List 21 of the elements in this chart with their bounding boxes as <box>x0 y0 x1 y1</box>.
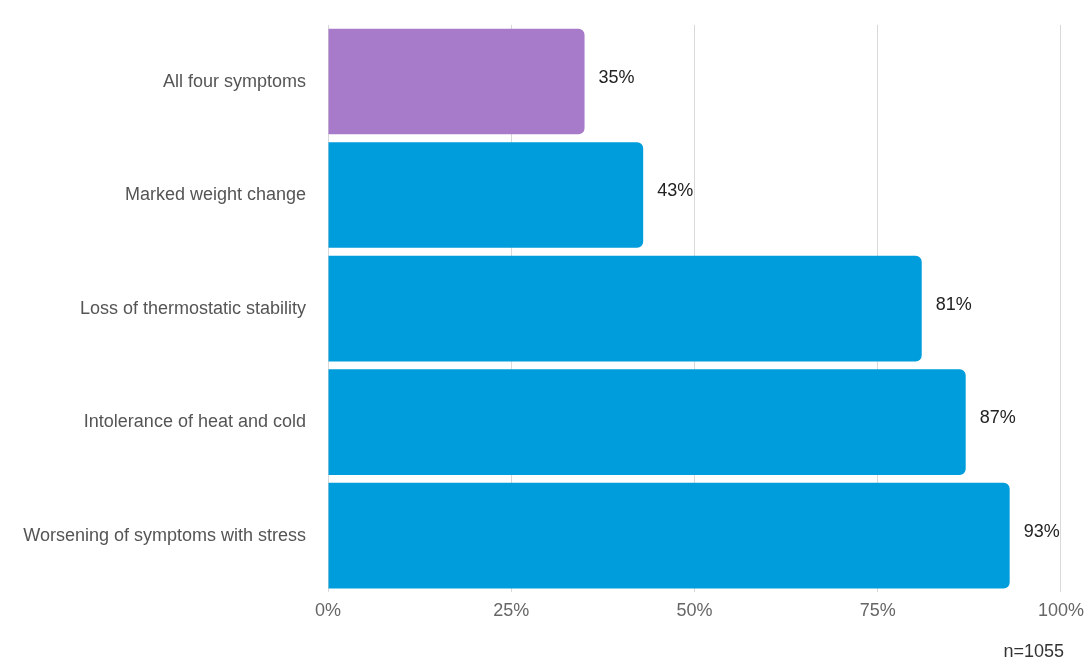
data-label: 87% <box>979 407 1016 428</box>
x-tick-label: 50% <box>676 600 713 621</box>
x-tick-label: 100% <box>1037 600 1084 621</box>
data-label: 93% <box>1023 520 1060 541</box>
y-tick-label: Loss of thermostatic stability <box>79 297 306 318</box>
x-tick-label: 25% <box>493 600 530 621</box>
bar <box>328 28 585 135</box>
x-tick-label: 75% <box>859 600 896 621</box>
x-tick-label: 0% <box>314 600 342 621</box>
data-label: 81% <box>935 293 972 314</box>
bar <box>328 255 922 362</box>
data-label: 43% <box>657 180 694 201</box>
data-label: 35% <box>598 66 635 87</box>
y-tick-label: Marked weight change <box>124 184 306 205</box>
y-tick-label: Worsening of symptoms with stress <box>23 524 306 545</box>
bar <box>328 369 966 475</box>
bar <box>328 482 1010 589</box>
text: n=1055 <box>1003 641 1064 662</box>
y-tick-label: Intolerance of heat and cold <box>83 411 306 432</box>
y-tick-label: All four symptoms <box>162 70 306 91</box>
bar <box>328 142 644 248</box>
